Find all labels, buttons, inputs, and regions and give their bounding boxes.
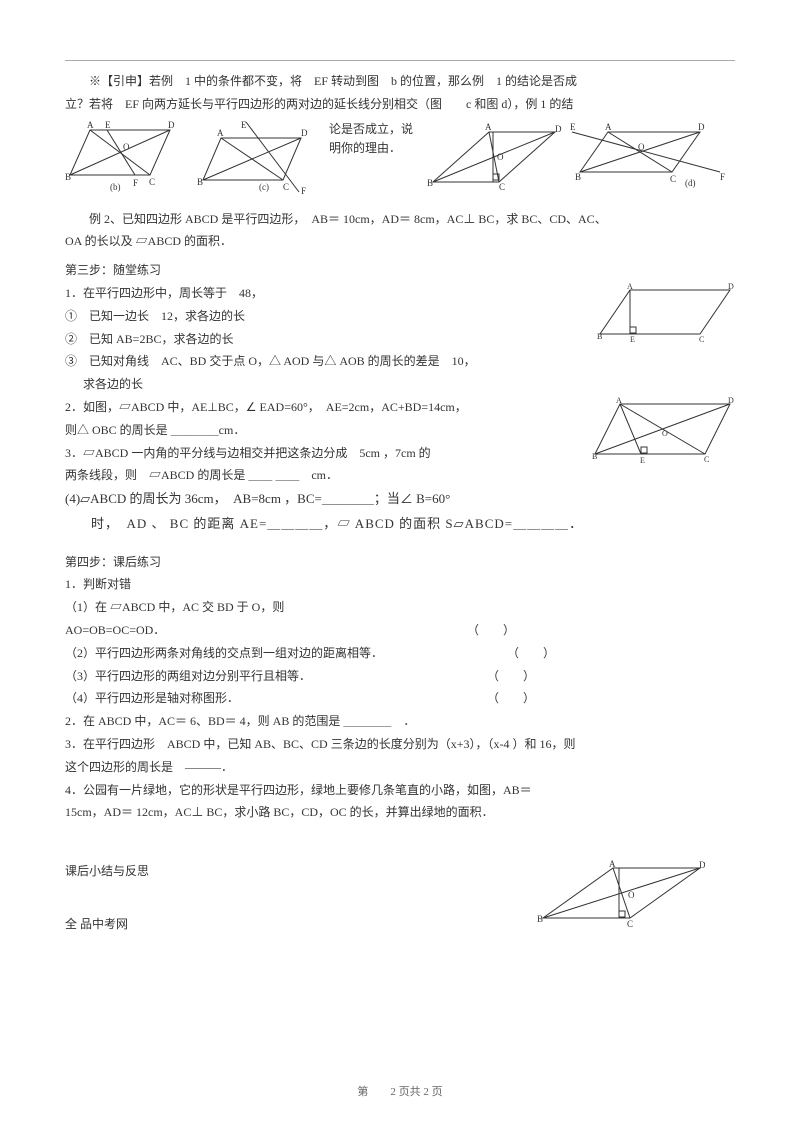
svg-text:A: A	[609, 860, 616, 869]
svg-text:O: O	[638, 142, 645, 152]
svg-text:A: A	[627, 282, 633, 291]
figure-b: A E D B F C O (b)	[65, 120, 183, 192]
svg-text:F: F	[301, 186, 306, 196]
figures-row: AED BFC O (b) AED BFC (c) 论是否成立，说明你的理由．	[65, 120, 735, 198]
top-rule	[65, 60, 735, 61]
s4-q1-2: （2）平行四边形两条对角线的交点到一组对边的距离相等．	[65, 642, 383, 665]
svg-text:B: B	[197, 177, 203, 187]
svg-text:A: A	[87, 120, 94, 130]
svg-text:(b): (b)	[110, 182, 121, 192]
q4-b: 时， AD 、 BC 的距离 AE=＿＿＿＿，▱ ABCD 的面积 S▱ABCD…	[65, 512, 735, 537]
s4-q1-1b: AO=OB=OC=OD．	[65, 619, 165, 642]
s4-q4a: 4．公园有一片绿地，它的形状是平行四边形，绿地上要修几条笔直的小路，如图，AB＝	[65, 779, 735, 802]
figure-q2: A D B E O C	[590, 396, 735, 474]
svg-text:O: O	[628, 890, 635, 900]
intro-line-1: ※【引申】若例 1 中的条件都不变，将 EF 转动到图 b 的位置，那么例 1 …	[65, 70, 735, 93]
svg-text:E: E	[241, 120, 247, 130]
ex2-b: OA 的长以及 ▱ABCD 的面积．	[65, 230, 735, 253]
svg-text:D: D	[168, 120, 175, 130]
svg-text:F: F	[133, 178, 138, 188]
svg-text:C: C	[704, 455, 709, 464]
svg-text:B: B	[427, 178, 433, 188]
svg-text:(c): (c)	[259, 182, 269, 192]
intro-line-3: 论是否成立，说明你的理由．	[329, 120, 419, 158]
svg-text:A: A	[485, 122, 492, 132]
q1-3: ③ 已知对角线 AC、BD 交于点 O，△ AOD 与△ AOB 的周长的差是 …	[65, 350, 735, 373]
svg-text:D: D	[301, 128, 308, 138]
svg-text:B: B	[575, 172, 581, 182]
svg-text:A: A	[217, 128, 224, 138]
svg-text:O: O	[497, 152, 504, 162]
ex2-a: 例 2、已知四边形 ABCD 是平行四边形， AB＝ 10cm，AD＝ 8cm，…	[65, 208, 735, 231]
svg-text:C: C	[670, 174, 676, 184]
page-footer: 第 2 页共 2 页	[0, 1082, 800, 1103]
svg-text:A: A	[616, 396, 622, 405]
svg-text:E: E	[105, 120, 111, 130]
svg-text:C: C	[149, 177, 155, 187]
svg-text:C: C	[627, 919, 633, 929]
svg-text:B: B	[592, 452, 597, 461]
s4-q1: 1．判断对错	[65, 573, 735, 596]
paren-1: （ ）	[467, 619, 735, 642]
q1-3b: 求各边的长	[65, 373, 735, 396]
intro-line-2: 立？若将 EF 向两方延长与平行四边形的两对边的延长线分别相交（图 c 和图 d…	[65, 93, 735, 116]
svg-text:E: E	[570, 122, 576, 132]
s4-q4b: 15cm，AD＝ 12cm，AC⊥ BC，求小路 BC，CD，OC 的长，并算出…	[65, 801, 735, 824]
svg-text:D: D	[555, 124, 562, 134]
step3-title: 第三步：随堂练习	[65, 259, 735, 282]
s4-q2: 2．在 ABCD 中，AC＝ 6、BD＝ 4，则 AB 的范围是 ＿＿＿＿ ．	[65, 710, 735, 733]
svg-text:B: B	[597, 332, 602, 341]
svg-text:A: A	[605, 122, 612, 132]
svg-text:C: C	[699, 335, 704, 344]
s4-q1-4: （4）平行四边形是轴对称图形．	[65, 687, 239, 710]
figure-c: A E D B F C (c)	[191, 120, 321, 198]
svg-text:F: F	[720, 172, 725, 182]
figure-q4: A D B C O	[535, 860, 705, 938]
svg-text:B: B	[65, 172, 71, 182]
s4-q1-3: （3）平行四边形的两组对边分别平行且相等．	[65, 665, 311, 688]
svg-text:O: O	[123, 142, 130, 152]
s4-q3a: 3．在平行四边形 ABCD 中，已知 AB、BC、CD 三条边的长度分别为（x+…	[65, 733, 735, 756]
svg-text:(d): (d)	[685, 178, 696, 188]
svg-text:C: C	[283, 182, 289, 192]
svg-text:D: D	[698, 122, 705, 132]
svg-text:B: B	[537, 914, 543, 924]
paren-3: （ ）	[487, 665, 735, 688]
paren-2: （ ）	[507, 642, 735, 665]
figure-q1: A D B E C	[595, 282, 735, 352]
q4-a: (4)▱ABCD 的周长为 36cm， AB=8cm ，BC=＿＿＿＿；当∠ B…	[65, 487, 735, 512]
svg-text:E: E	[630, 335, 635, 344]
step4-title: 第四步：课后练习	[65, 551, 735, 574]
figure-d: E A D B C F O (d)	[570, 120, 730, 192]
svg-text:E: E	[640, 456, 645, 465]
s4-q1-1a: （1）在 ▱ABCD 中，AC 交 BD 于 O，则	[65, 596, 735, 619]
svg-text:C: C	[499, 182, 505, 192]
figure-mid: A D B C O	[427, 120, 562, 195]
svg-text:D: D	[728, 282, 734, 291]
svg-text:O: O	[662, 429, 668, 438]
s4-q3b: 这个四边形的周长是 ———．	[65, 756, 735, 779]
svg-text:D: D	[728, 396, 734, 405]
paren-4: （ ）	[487, 687, 735, 710]
svg-text:D: D	[699, 860, 705, 870]
